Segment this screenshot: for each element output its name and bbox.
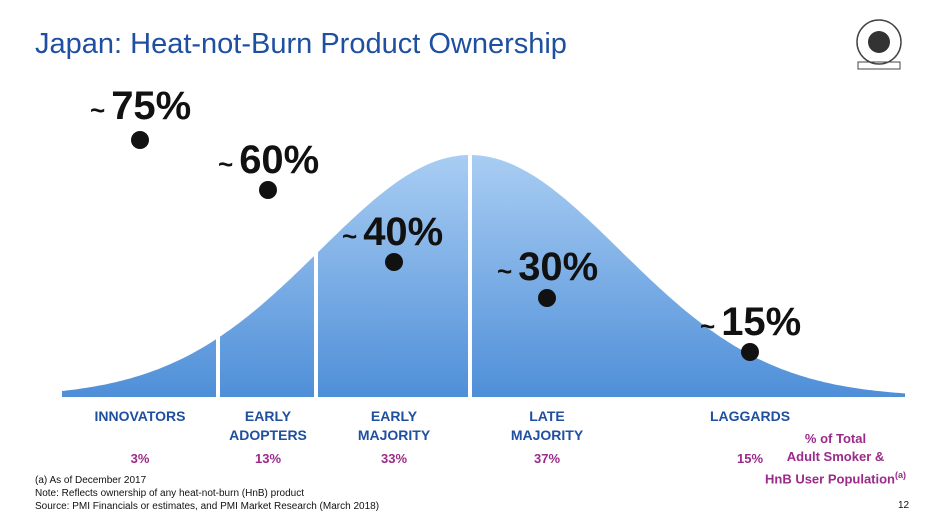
ownership: ~40% — [342, 210, 443, 255]
footnote: Note: Reflects ownership of any heat-not… — [35, 488, 305, 499]
population-share: 3% — [130, 451, 150, 466]
legend-line: Adult Smoker & — [786, 449, 885, 464]
divider — [468, 153, 472, 399]
ownership-value: 40% — [363, 210, 444, 254]
ownership-value: 30% — [518, 245, 599, 289]
segment-label: EARLY MAJORITY — [358, 407, 430, 445]
label-line: EARLY — [370, 408, 418, 424]
label-line: MAJORITY — [357, 427, 431, 443]
legend-line: HnB User Population — [764, 471, 895, 487]
label-line: INNOVATORS — [94, 408, 186, 424]
population-share: 33% — [380, 451, 408, 466]
divider — [314, 252, 318, 399]
logo — [856, 19, 902, 70]
note-mark: (a) — [895, 470, 906, 480]
approx: ~ — [497, 256, 513, 286]
approx: ~ — [342, 221, 358, 251]
dot — [131, 131, 149, 149]
divider — [216, 335, 220, 399]
footnote: (a) As of December 2017 — [35, 475, 147, 486]
legend-line: HnB User Population(a) — [765, 466, 906, 488]
dot — [741, 343, 759, 361]
approx: ~ — [700, 311, 716, 341]
legend-line: % of Total — [804, 431, 867, 446]
dot — [259, 181, 277, 199]
segment-label: EARLY ADOPTERS — [229, 407, 307, 445]
ownership-value: 60% — [239, 138, 320, 182]
share-legend: % of Total Adult Smoker & HnB User Popul… — [765, 430, 906, 488]
segment-label: LATE MAJORITY — [511, 407, 583, 445]
ownership-value: 75% — [111, 84, 192, 128]
segment-dividers — [216, 153, 472, 399]
ownership: ~30% — [497, 245, 598, 290]
label-line: ADOPTERS — [229, 427, 307, 443]
dot — [385, 253, 403, 271]
label-line: MAJORITY — [510, 427, 584, 443]
label-line: EARLY — [244, 408, 292, 424]
dot — [538, 289, 556, 307]
segment-label: LAGGARDS — [710, 407, 790, 426]
approx: ~ — [90, 95, 106, 125]
ownership-value: 15% — [721, 300, 802, 344]
population-share: 15% — [736, 451, 764, 466]
approx: ~ — [218, 149, 234, 179]
title: Japan: Heat-not-Burn Product Ownership — [35, 28, 567, 60]
footnote: Source: PMI Financials or estimates, and… — [35, 501, 380, 512]
ownership: ~60% — [218, 138, 319, 183]
ownership: ~15% — [700, 300, 801, 345]
population-share: 37% — [533, 451, 561, 466]
label-line: LAGGARDS — [709, 408, 791, 424]
population-share: 13% — [254, 451, 282, 466]
ownership-dots — [131, 131, 759, 361]
label-line: LATE — [529, 408, 565, 424]
segment-label: INNOVATORS — [94, 407, 185, 426]
adoption-curve — [62, 155, 905, 397]
ownership: ~75% — [90, 84, 191, 129]
page-number: 12 — [898, 500, 910, 511]
